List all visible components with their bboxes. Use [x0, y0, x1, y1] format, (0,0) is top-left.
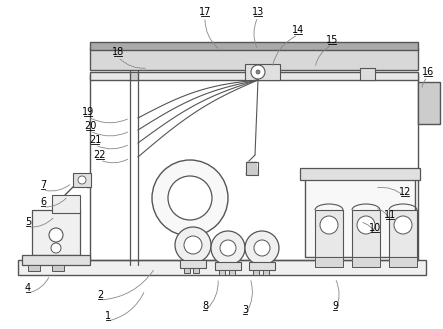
Text: 12: 12	[399, 187, 411, 197]
Text: 9: 9	[332, 301, 338, 311]
Text: 21: 21	[89, 135, 101, 145]
Bar	[219, 270, 225, 275]
Text: 20: 20	[84, 121, 96, 131]
Bar	[52, 195, 80, 213]
Text: 6: 6	[40, 197, 46, 207]
Text: 16: 16	[422, 67, 434, 77]
Text: 10: 10	[369, 223, 381, 233]
Circle shape	[320, 216, 338, 234]
Bar	[389, 257, 417, 267]
Text: 4: 4	[25, 283, 31, 293]
Circle shape	[394, 216, 412, 234]
Circle shape	[254, 240, 270, 256]
Bar	[263, 270, 269, 275]
Circle shape	[211, 231, 245, 265]
Text: 8: 8	[202, 301, 208, 311]
Bar	[352, 257, 380, 267]
Circle shape	[220, 240, 236, 256]
Text: 3: 3	[242, 305, 248, 315]
Bar	[389, 210, 417, 257]
Bar	[180, 260, 206, 268]
Bar	[73, 173, 91, 187]
Bar	[90, 42, 418, 50]
Bar	[418, 82, 440, 124]
Text: 17: 17	[199, 7, 211, 17]
Text: 1: 1	[105, 311, 111, 321]
Bar	[315, 257, 343, 267]
Bar	[245, 64, 280, 80]
Circle shape	[175, 227, 211, 263]
Bar	[90, 48, 418, 70]
Bar	[215, 262, 241, 270]
Bar	[246, 162, 258, 175]
Bar	[253, 270, 259, 275]
Text: 22: 22	[94, 150, 106, 160]
Bar	[90, 72, 418, 80]
Bar	[352, 210, 380, 257]
Text: 13: 13	[252, 7, 264, 17]
Bar	[300, 168, 420, 180]
Text: 11: 11	[384, 210, 396, 220]
Circle shape	[152, 160, 228, 236]
Text: 7: 7	[40, 180, 46, 190]
Circle shape	[357, 216, 375, 234]
Text: 14: 14	[292, 25, 304, 35]
Bar	[52, 265, 64, 271]
Circle shape	[251, 65, 265, 79]
Circle shape	[51, 243, 61, 253]
Bar	[184, 268, 190, 273]
Circle shape	[184, 236, 202, 254]
Bar	[229, 270, 235, 275]
Circle shape	[78, 176, 86, 184]
Bar	[22, 255, 90, 265]
Polygon shape	[246, 162, 258, 175]
Bar	[18, 260, 426, 275]
Text: 19: 19	[82, 107, 94, 117]
Text: 2: 2	[97, 290, 103, 300]
Bar	[28, 265, 40, 271]
Text: 18: 18	[112, 47, 124, 57]
Bar	[193, 268, 199, 273]
Bar	[32, 210, 80, 255]
Bar	[130, 72, 138, 80]
Circle shape	[49, 228, 63, 242]
Text: 15: 15	[326, 35, 338, 45]
Circle shape	[245, 231, 279, 265]
Bar	[305, 175, 415, 257]
Bar	[360, 68, 375, 80]
Bar	[315, 210, 343, 257]
Circle shape	[168, 176, 212, 220]
Text: 5: 5	[25, 217, 31, 227]
Circle shape	[256, 70, 260, 74]
Bar	[249, 262, 275, 270]
